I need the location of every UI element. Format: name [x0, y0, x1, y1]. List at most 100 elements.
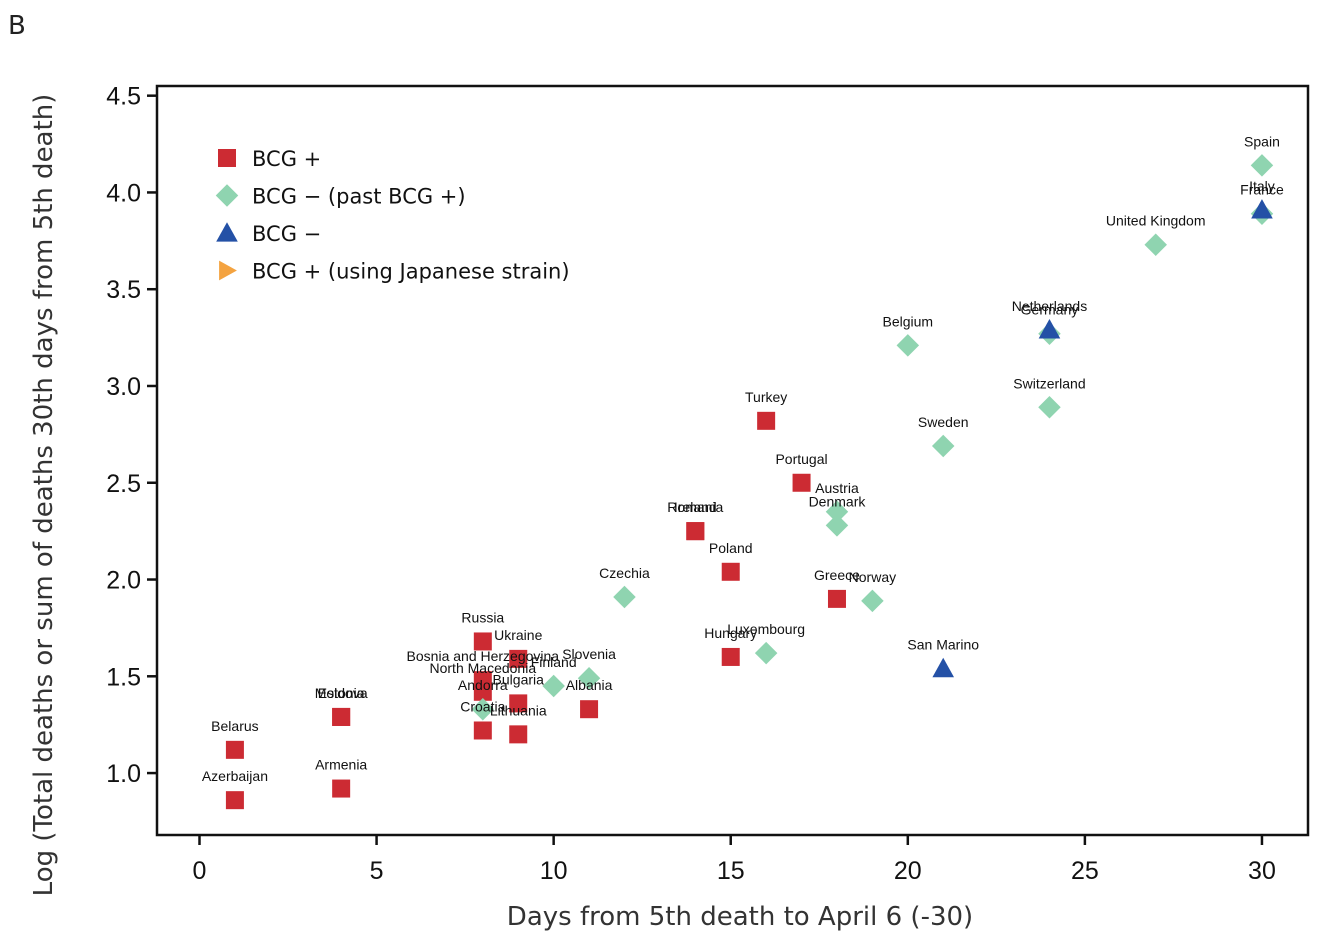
point-label-lithuania: Lithuania [490, 702, 547, 718]
point-finland [542, 674, 565, 698]
x-axis-title: Days from 5th death to April 6 (-30) [507, 902, 973, 932]
legend-marker-1 [218, 149, 236, 167]
data-points [225, 154, 1274, 810]
point-label-spain: Spain [1244, 133, 1280, 149]
point-label-italy: Italy [1249, 178, 1275, 194]
point-label-czechia: Czechia [599, 565, 650, 581]
point-norway [861, 589, 884, 613]
point-label-north-macedonia: North Macedonia [430, 660, 537, 676]
point-label-albania: Albania [566, 677, 613, 693]
point-belgium [896, 334, 920, 357]
x-tick-label: 0 [193, 857, 207, 885]
x-tick-label: 25 [1071, 857, 1099, 885]
point-greece [827, 589, 846, 608]
point-label-russia: Russia [461, 609, 504, 625]
point-netherlands [1038, 319, 1061, 339]
legend-marker-4 [219, 260, 237, 281]
point-label-estonia: Estonia [318, 685, 365, 701]
y-tick-label: 4.5 [106, 83, 141, 111]
y-tick-label: 1.5 [106, 663, 141, 691]
y-tick-label: 3.5 [106, 276, 141, 304]
x-tick-label: 20 [894, 857, 922, 885]
y-tick-label: 1.0 [106, 760, 141, 788]
point-label-azerbaijan: Azerbaijan [202, 768, 268, 784]
x-tick-label: 30 [1248, 857, 1276, 885]
point-label-ireland: Ireland [674, 499, 717, 515]
point-label-slovenia: Slovenia [562, 646, 616, 662]
point-label-armenia: Armenia [315, 757, 367, 773]
legend-marker-3 [216, 222, 238, 242]
point-lithuania [509, 725, 528, 744]
point-croatia [473, 721, 492, 740]
x-tick-label: 15 [717, 857, 745, 885]
y-tick-label: 4.0 [106, 179, 141, 207]
point-label-united-kingdom: United Kingdom [1106, 213, 1206, 229]
legend-label-2: BCG − (past BCG +) [252, 185, 466, 209]
point-slovenia [577, 666, 601, 690]
y-tick-label: 3.0 [106, 373, 141, 401]
point-label-switzerland: Switzerland [1013, 375, 1085, 391]
point-label-san-marino: San Marino [907, 637, 979, 653]
point-bulgaria [509, 694, 528, 713]
legend-label-1: BCG + [252, 147, 321, 171]
point-label-denmark: Denmark [809, 493, 867, 509]
point-label-ukraine: Ukraine [494, 627, 542, 643]
plot-area [155, 84, 1310, 837]
point-label-sweden: Sweden [918, 414, 969, 430]
point-poland [721, 562, 740, 581]
point-label-romania: Romania [667, 499, 723, 515]
point-label-germany: Germany [1021, 302, 1079, 318]
y-tick-label: 2.0 [106, 567, 141, 595]
point-ireland [686, 522, 705, 541]
point-label-bosnia-and-herzegovina: Bosnia and Herzegovina [407, 648, 560, 664]
point-switzerland [1038, 396, 1061, 419]
y-tick-label: 2.5 [106, 470, 141, 498]
point-label-andorra: Andorra [458, 677, 508, 693]
point-armenia [332, 779, 351, 798]
point-ukraine [509, 649, 528, 668]
point-hungary [721, 647, 740, 666]
point-moldova [332, 707, 351, 726]
point-label-luxembourg: Luxembourg [727, 621, 805, 637]
point-russia [473, 632, 492, 651]
point-label-norway: Norway [849, 569, 896, 585]
point-united-kingdom [1144, 233, 1167, 256]
panel-label: B [8, 11, 26, 41]
y-axis-title: Log (Total deaths or sum of deaths 30th … [29, 94, 59, 897]
point-label-france: France [1240, 182, 1284, 198]
point-north-macedonia [473, 682, 492, 701]
legend-label-4: BCG + (using Japanese strain) [252, 260, 570, 284]
legend: BCG + BCG − (past BCG +) BCG − BCG + (using… [215, 147, 570, 284]
x-axis: 0 5 10 15 20 25 30 [193, 835, 1276, 885]
x-tick-label: 10 [540, 857, 568, 885]
point-azerbaijan [225, 791, 244, 810]
point-belarus [225, 740, 244, 759]
point-label-belgium: Belgium [883, 313, 934, 329]
legend-marker-2 [215, 184, 239, 207]
point-label-bulgaria: Bulgaria [493, 671, 545, 687]
point-luxembourg [754, 641, 778, 665]
point-label-turkey: Turkey [745, 389, 787, 405]
point-turkey [757, 411, 776, 430]
point-czechia [613, 585, 636, 609]
point-andorra [471, 697, 495, 721]
point-label-austria: Austria [815, 480, 859, 496]
y-axis: 1.0 1.5 2.0 2.5 3.0 3.5 4.0 4.5 [106, 83, 157, 788]
legend-label-3: BCG − [252, 222, 321, 246]
point-label-poland: Poland [709, 540, 753, 556]
point-albania [580, 700, 599, 719]
point-austria [825, 500, 849, 524]
point-portugal [792, 473, 811, 492]
x-tick-label: 5 [370, 857, 384, 885]
point-spain [1250, 154, 1274, 177]
point-label-greece: Greece [814, 567, 860, 583]
point-label-croatia: Croatia [460, 698, 505, 714]
point-label-finland: Finland [531, 654, 577, 670]
point-san-marino [932, 657, 955, 678]
point-label-moldova: Moldova [315, 685, 368, 701]
point-label-hungary: Hungary [704, 625, 757, 641]
point-label-netherlands: Netherlands [1012, 298, 1088, 314]
point-sweden [931, 434, 955, 458]
